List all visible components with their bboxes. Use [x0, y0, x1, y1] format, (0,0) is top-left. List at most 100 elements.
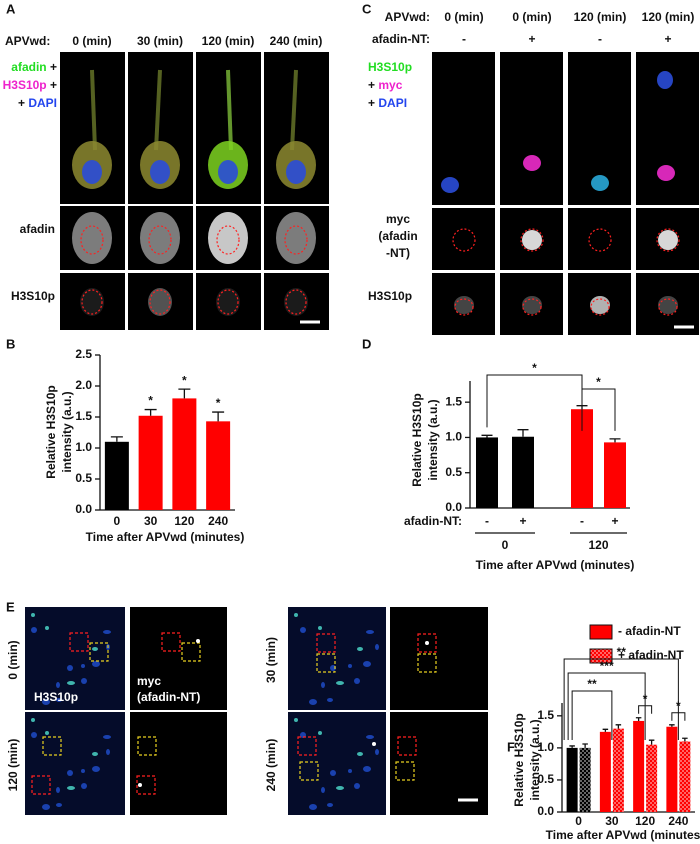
- error-bar: [569, 745, 575, 748]
- error-bar: [669, 724, 675, 727]
- roi: [417, 633, 437, 653]
- micrograph: [25, 607, 125, 710]
- cell: [31, 718, 35, 722]
- micrograph: [432, 52, 495, 205]
- cell: [372, 742, 376, 746]
- row-label: 30 (min): [264, 637, 278, 683]
- x-tick-label: -: [485, 514, 489, 528]
- cell: [56, 682, 60, 688]
- column-label: 0 (min): [444, 10, 483, 24]
- cell: [81, 769, 85, 773]
- cell: [208, 212, 248, 264]
- y-tick-label: 0.5: [537, 772, 554, 786]
- significance: **: [617, 645, 627, 659]
- cell: [354, 678, 360, 684]
- micrograph: [390, 712, 488, 815]
- merge-label: afadin +: [11, 60, 57, 74]
- roi: [395, 761, 415, 781]
- micrograph: [130, 607, 227, 710]
- column-label: 0 (min): [512, 10, 551, 24]
- roi: [42, 736, 62, 756]
- error-bar: [602, 728, 609, 732]
- significance: *: [182, 373, 187, 387]
- cell: [150, 160, 170, 184]
- y-tick-label: 0.0: [537, 804, 554, 818]
- row-label: H3S10p: [368, 289, 412, 303]
- cell: [81, 664, 85, 668]
- cell: [31, 732, 37, 738]
- y-tick-label: 1.5: [75, 409, 92, 423]
- x-tick-label: 30: [144, 514, 158, 528]
- bar: [138, 415, 163, 510]
- cell: [318, 626, 322, 630]
- cell: [45, 731, 49, 735]
- cell: [31, 627, 37, 633]
- micrograph: [432, 208, 495, 270]
- legend-label: - afadin-NT: [618, 624, 681, 638]
- x-axis-title: Time after APVwd (minutes): [476, 558, 635, 572]
- cell: [103, 735, 111, 739]
- outline: [658, 298, 678, 316]
- x-tick-label: 120: [635, 814, 655, 828]
- cell: [284, 288, 308, 316]
- plus: +: [368, 78, 375, 92]
- cell: [216, 288, 240, 316]
- cell: [375, 644, 379, 650]
- outline: [284, 225, 308, 255]
- cell: [140, 212, 180, 264]
- merge-label: + DAPI: [368, 96, 407, 110]
- plus: +: [50, 78, 57, 92]
- cell: [56, 803, 62, 807]
- error-bar: [178, 388, 191, 399]
- cell: [196, 639, 200, 643]
- roi: [397, 736, 417, 756]
- significance: *: [676, 699, 681, 713]
- column-label: 120 (min): [202, 34, 255, 48]
- plus: +: [368, 96, 375, 110]
- x-tick-label: +: [519, 514, 526, 528]
- treatment-sign: -: [598, 32, 602, 46]
- x-tick-label: 240: [208, 514, 228, 528]
- cell: [354, 783, 360, 789]
- y-tick-label: 2.5: [75, 347, 92, 361]
- error-bar: [635, 717, 642, 721]
- y-tick-label: 0.5: [75, 471, 92, 485]
- cell: [658, 230, 678, 250]
- y-tick-label: 0.5: [445, 465, 462, 479]
- bracket: [563, 658, 679, 740]
- cell: [523, 155, 541, 171]
- group-label: 0: [502, 538, 509, 552]
- cell: [81, 678, 87, 684]
- bar: [679, 741, 691, 812]
- roi: [89, 642, 109, 662]
- roi: [137, 736, 157, 756]
- error-bar: [582, 743, 588, 748]
- cell: [72, 212, 112, 264]
- cell: [363, 661, 371, 667]
- y-tick-label: 1.0: [75, 440, 92, 454]
- significance: ***: [600, 659, 614, 673]
- cell: [67, 681, 75, 685]
- bar: [612, 728, 624, 812]
- panel-label: B: [6, 336, 15, 351]
- legend-label: + afadin-NT: [618, 648, 684, 662]
- cell: [56, 787, 60, 793]
- cell: [300, 627, 306, 633]
- cell: [657, 165, 675, 181]
- bracket: [567, 672, 646, 740]
- stain: myc: [378, 78, 402, 92]
- micrograph: [25, 712, 125, 815]
- y-tick-label: 1.0: [445, 430, 462, 444]
- significance: *: [596, 375, 601, 389]
- significance: *: [216, 396, 221, 410]
- error-bar: [144, 408, 157, 416]
- y-tick-label: 0.0: [445, 500, 462, 514]
- x-tick-label: 30: [605, 814, 619, 828]
- bar: [512, 436, 534, 508]
- merge-label: + myc: [368, 78, 403, 92]
- cell: [56, 698, 62, 702]
- stain: H3S10p: [3, 78, 47, 92]
- cell: [138, 783, 142, 787]
- bracket: [671, 712, 686, 721]
- plus: +: [18, 96, 25, 110]
